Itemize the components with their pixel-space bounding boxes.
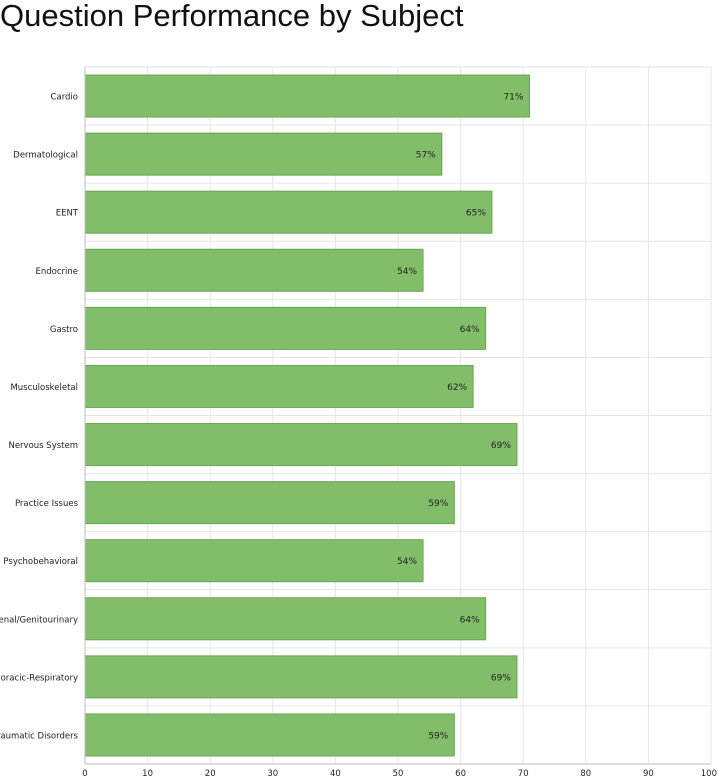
x-tick-label-50: 50 — [393, 769, 404, 779]
category-label-6: Nervous System — [8, 441, 78, 451]
x-tick-label-0: 0 — [82, 769, 87, 779]
category-label-10: Thoracic-Respiratory — [0, 673, 78, 683]
category-label-0: Cardio — [51, 93, 78, 103]
data-label-2: 65% — [466, 209, 486, 219]
x-tick-label-30: 30 — [267, 769, 278, 779]
chart-title: Question Performance by Subject — [0, 0, 464, 33]
data-label-5: 62% — [447, 383, 467, 393]
bars: 71% 57% 65% 54% 64% 62% 69% 59% 54% 64% 69% 59% — [84, 74, 530, 757]
data-label-8: 54% — [397, 557, 417, 567]
data-label-0: 71% — [503, 93, 523, 103]
x-tick-label-60: 60 — [455, 769, 466, 779]
data-label-11: 59% — [428, 731, 448, 741]
x-tick-label-70: 70 — [518, 769, 529, 779]
data-label-9: 64% — [460, 615, 480, 625]
x-tick-label-90: 90 — [643, 769, 654, 779]
data-label-4: 64% — [460, 325, 480, 335]
x-tick-label-20: 20 — [205, 769, 216, 779]
category-label-9: Renal/Genitourinary — [0, 615, 78, 625]
bar-0 — [84, 74, 530, 118]
x-tick-label-10: 10 — [142, 769, 153, 779]
category-label-3: Endocrine — [36, 267, 79, 277]
data-label-1: 57% — [416, 151, 436, 161]
x-tick-label-40: 40 — [330, 769, 341, 779]
x-tick-label-100: 100 — [701, 769, 717, 779]
bar-5 — [84, 364, 474, 408]
category-label-1: Dermatological — [13, 151, 78, 161]
axes: Cardio Dermatological EENT Endocrine Gastro M… — [0, 67, 717, 779]
x-tick-label-80: 80 — [580, 769, 591, 779]
bar-6 — [84, 423, 518, 467]
bar-8 — [84, 539, 424, 583]
data-label-6: 69% — [491, 441, 511, 451]
bar-2 — [84, 190, 493, 234]
data-label-10: 69% — [491, 673, 511, 683]
bar-7 — [84, 481, 455, 525]
category-label-8: Psychobehavioral — [3, 557, 78, 567]
bar-3 — [84, 248, 424, 292]
data-label-7: 59% — [428, 499, 448, 509]
bar-9 — [84, 597, 487, 641]
category-label-2: EENT — [56, 209, 79, 219]
bar-10 — [84, 655, 518, 699]
category-label-7: Practice Issues — [15, 499, 79, 509]
bar-4 — [84, 306, 487, 350]
category-label-11: Traumatic Disorders — [0, 731, 79, 741]
data-label-3: 54% — [397, 267, 417, 277]
category-label-5: Musculoskeletal — [10, 383, 78, 393]
bar-11 — [84, 713, 455, 757]
category-label-4: Gastro — [50, 325, 78, 335]
gridlines — [84, 66, 712, 765]
bar-1 — [84, 132, 443, 176]
